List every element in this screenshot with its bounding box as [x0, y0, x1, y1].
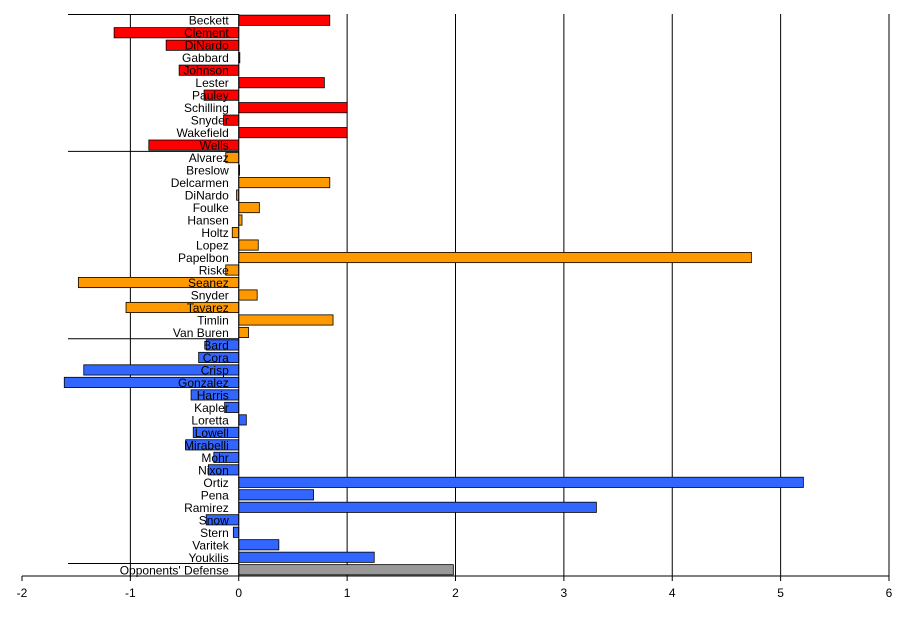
category-label: Bard: [203, 338, 228, 352]
bar-varitek: [238, 539, 280, 551]
category-labels: BeckettClementDiNardoGabbardJohnsonLeste…: [120, 14, 230, 578]
bar-wakefield: [238, 127, 348, 139]
x-tick-label: 3: [561, 586, 568, 600]
category-label: Mohr: [201, 451, 228, 465]
x-tick-label: -2: [17, 586, 28, 600]
bar-stern: [232, 526, 240, 538]
category-label: Foulke: [193, 201, 229, 215]
category-label: Pauley: [192, 89, 229, 103]
category-label: Holtz: [201, 226, 228, 240]
category-label: Gabbard: [182, 51, 229, 65]
bar-foulke: [238, 202, 260, 214]
x-tick-label: 2: [452, 586, 459, 600]
category-label: Lowell: [195, 426, 229, 440]
category-label: Johnson: [183, 64, 228, 78]
category-label: Pena: [201, 488, 229, 502]
category-label: Papelbon: [178, 251, 229, 265]
category-label: Lopez: [196, 239, 229, 253]
category-label: Hansen: [187, 214, 228, 228]
category-label: Wakefield: [177, 126, 229, 140]
x-tick-label: 1: [344, 586, 351, 600]
bars: [63, 14, 804, 576]
category-label: Breslow: [186, 164, 229, 178]
bar-opponents-defense: [238, 564, 454, 576]
category-label: Ortiz: [203, 476, 228, 490]
category-label: Ramirez: [184, 501, 229, 515]
bar-van-buren: [238, 326, 249, 338]
category-label: Wells: [200, 139, 229, 153]
category-label: Harris: [197, 388, 229, 402]
x-tick-label: 6: [886, 586, 893, 600]
category-label: Crisp: [201, 363, 229, 377]
category-label: Lester: [195, 76, 228, 90]
category-label: Seanez: [188, 276, 229, 290]
x-axis: -2 -1 0 1 2 3 4 5 6: [17, 14, 893, 600]
x-tick-label: 4: [669, 586, 676, 600]
bar-loretta: [238, 414, 247, 426]
category-label: Opponents' Defense: [120, 563, 229, 577]
category-label: Riske: [199, 264, 229, 278]
category-label: Alvarez: [189, 151, 229, 165]
bar-timlin: [238, 314, 334, 326]
category-label: Varitek: [192, 538, 229, 552]
x-tick-label: 5: [777, 586, 784, 600]
bar-snyder: [238, 289, 258, 301]
category-label: Nixon: [198, 463, 229, 477]
category-label: Stern: [200, 526, 229, 540]
category-label: Cora: [203, 351, 229, 365]
bar-pena: [238, 489, 314, 501]
bar-delcarmen: [238, 177, 331, 189]
bar-schilling: [238, 102, 348, 114]
category-label: Kapler: [194, 401, 229, 415]
category-label: Delcarmen: [171, 176, 229, 190]
bar-lopez: [238, 239, 259, 251]
category-label: Tavarez: [187, 301, 229, 315]
category-label: Gonzalez: [178, 376, 229, 390]
bar-papelbon: [238, 252, 752, 264]
bar-youkilis: [238, 551, 375, 563]
category-label: DiNardo: [185, 39, 229, 53]
category-label: Mirabelli: [184, 438, 229, 452]
bar-ramirez: [238, 501, 597, 513]
category-label: DiNardo: [185, 189, 229, 203]
bar-lester: [238, 77, 325, 89]
bar-beckett: [238, 14, 331, 26]
category-label: Loretta: [191, 413, 229, 427]
category-label: Clement: [184, 26, 229, 40]
group-separators: [68, 14, 239, 565]
x-tick-label: -1: [125, 586, 136, 600]
category-label: Snyder: [191, 114, 229, 128]
bar-ortiz: [238, 476, 804, 488]
category-label: Youkilis: [189, 551, 229, 565]
x-tick-label: 0: [235, 586, 242, 600]
category-label: Snyder: [191, 289, 229, 303]
category-label: Snow: [199, 513, 229, 527]
category-label: Schilling: [184, 101, 229, 115]
bar-holtz: [231, 227, 240, 239]
category-label: Beckett: [189, 14, 230, 28]
category-label: Van Buren: [173, 326, 229, 340]
category-label: Timlin: [197, 313, 229, 327]
